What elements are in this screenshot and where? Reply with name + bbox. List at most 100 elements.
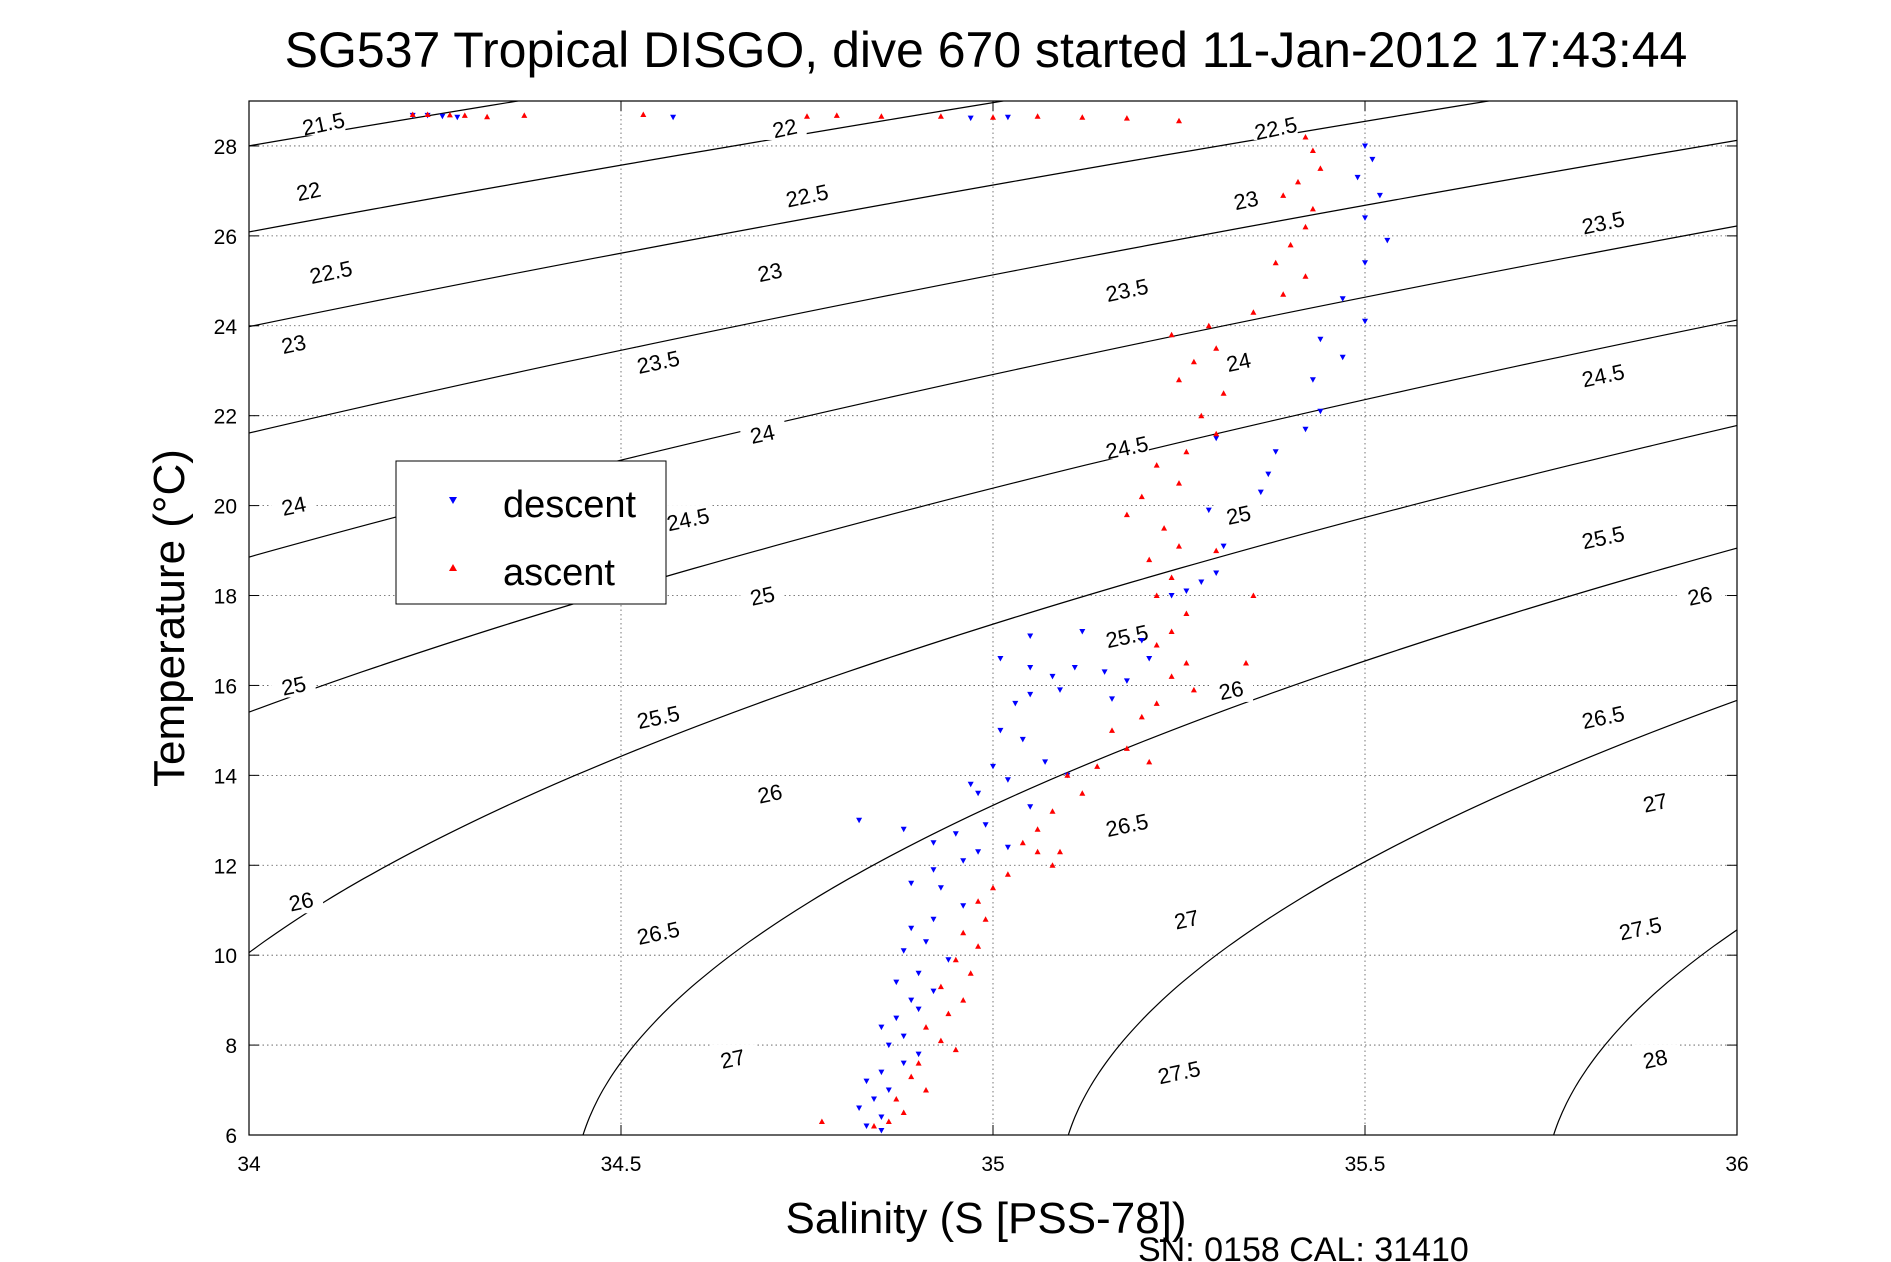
ascent-point	[1034, 848, 1041, 855]
isopycnal-label-bg	[1581, 208, 1626, 235]
descent-point	[1265, 471, 1272, 478]
descent-point	[997, 727, 1004, 734]
ascent-point	[1309, 147, 1316, 153]
isopycnal-label-bg	[1104, 810, 1149, 837]
isopycnal-label-bg	[1104, 621, 1149, 648]
isopycnal-label: 27	[1172, 905, 1201, 935]
descent-point	[1309, 377, 1316, 383]
ascent-point	[1161, 525, 1168, 531]
isopycnal-label-bg	[1677, 581, 1722, 608]
descent-point	[1384, 237, 1391, 244]
chart-title: SG537 Tropical DISGO, dive 670 started 1…	[285, 22, 1688, 78]
ascent-point	[960, 997, 967, 1003]
isopycnal-label-bg	[1216, 500, 1261, 527]
ascent-point	[1280, 192, 1287, 198]
descent-point	[915, 1051, 922, 1058]
descent-point	[915, 970, 922, 977]
isopycnal-label-bg	[286, 176, 331, 203]
ascent-point	[484, 113, 491, 120]
isopycnal-label-bg	[747, 779, 792, 806]
descent-point	[1049, 673, 1056, 680]
isopycnal-label: 27	[1641, 788, 1670, 818]
descent-point	[930, 840, 937, 846]
y-tick-label: 14	[214, 765, 238, 788]
grid-layer	[249, 101, 1737, 1135]
isopycnal-label: 26	[755, 779, 784, 809]
ascent-point	[923, 1087, 929, 1093]
ascent-point	[818, 1118, 825, 1124]
tick-labels: 34 34.5 35 35.5 36 6 8 10 12 14 16 18 20 22 24 26 28	[214, 101, 1749, 1176]
descent-point	[454, 114, 461, 121]
isopycnal-label-bg	[271, 491, 316, 518]
isopycnal-label: 24	[748, 419, 777, 449]
ascent-point	[1094, 763, 1101, 769]
isopycnal-label-bg	[1581, 523, 1626, 550]
ascent-point	[1287, 241, 1294, 248]
ascent-point	[1302, 223, 1309, 230]
ascent-point	[1302, 273, 1309, 279]
descent-point	[915, 1006, 922, 1013]
isopycnal-label-bg	[740, 581, 785, 608]
descent-point	[1168, 593, 1175, 599]
y-tick-label: 16	[214, 675, 237, 698]
isopycnal-label-bg	[636, 702, 681, 729]
descent-point	[1220, 543, 1227, 550]
descent-point	[1042, 759, 1049, 765]
isopycnal-label-bg	[1209, 675, 1254, 702]
isopycnal-label-bg	[747, 257, 792, 284]
descent-point	[878, 1069, 885, 1076]
descent-point	[885, 1087, 892, 1093]
isopycnal-label-bg	[1581, 702, 1626, 729]
descent-point	[1004, 844, 1011, 851]
x-tick-label: 34	[237, 1153, 261, 1176]
ascent-point	[871, 1123, 877, 1129]
y-tick-label: 18	[214, 586, 237, 609]
ascent-point	[1190, 358, 1197, 365]
ascent-point	[937, 1037, 944, 1044]
isopycnal-label-bg	[308, 257, 353, 284]
ascent-point	[1004, 871, 1011, 877]
descent-point	[1317, 408, 1324, 415]
ascent-point	[952, 1046, 959, 1053]
descent-point	[1362, 215, 1368, 221]
ascent-point	[1138, 493, 1145, 500]
descent-point	[982, 822, 989, 828]
ascent-point	[915, 1060, 922, 1066]
descent-point	[863, 1123, 870, 1129]
ascent-point	[1146, 758, 1153, 765]
isopycnal-label-bg	[1633, 788, 1678, 815]
descent-point	[670, 114, 677, 121]
isopycnal-label: 22	[770, 114, 799, 144]
ascent-point	[1243, 660, 1249, 666]
ascent-point	[1019, 839, 1026, 846]
ascent-point	[1123, 511, 1130, 518]
ascent-point	[952, 956, 959, 963]
ascent-point	[990, 114, 996, 120]
isopycnal-line	[0, 83, 144, 1158]
ascent-point	[521, 112, 528, 118]
descent-point	[1027, 633, 1034, 639]
descent-point	[1004, 114, 1011, 121]
x-tick-label: 35	[981, 1153, 1004, 1176]
ascent-point	[1146, 556, 1153, 563]
isopycnal-label-bg	[1581, 361, 1626, 388]
ascent-point	[900, 1109, 907, 1115]
ascent-point	[1168, 574, 1175, 580]
isopycnal-label-bg	[762, 113, 807, 140]
isopycnal-line	[249, 225, 1737, 558]
descent-point	[990, 763, 996, 770]
isopycnal-label-bg	[636, 918, 681, 945]
descent-point	[439, 113, 446, 120]
isopycnal-label-bg	[1618, 914, 1663, 941]
ascent-point	[1109, 727, 1115, 733]
isopycnal-label-bg	[1633, 1044, 1678, 1071]
isopycnal-label: 25	[279, 671, 308, 701]
descent-point	[1027, 804, 1034, 810]
ascent-point	[409, 111, 416, 117]
isopycnal-line	[249, 101, 1493, 328]
descent-point	[1213, 570, 1220, 576]
ascent-point	[1176, 376, 1182, 383]
legend-descent-marker	[449, 497, 457, 504]
y-tick-label: 24	[214, 316, 238, 339]
